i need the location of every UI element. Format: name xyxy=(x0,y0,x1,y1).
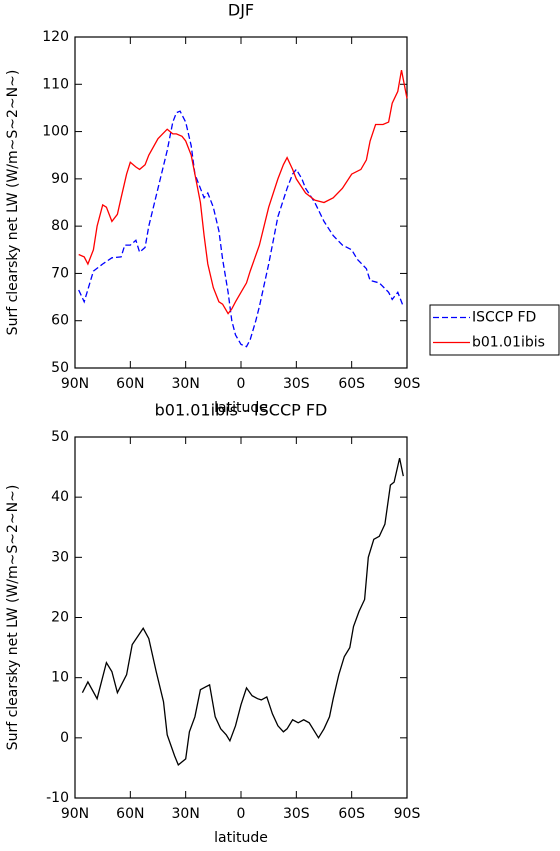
x-tick-label: 30N xyxy=(172,806,200,822)
y-axis-label: Surf clearsky net LW (W/m~S~2~N~) xyxy=(5,485,21,751)
y-tick-label: 30 xyxy=(51,549,69,565)
legend-box xyxy=(429,304,560,356)
x-tick-label: 30S xyxy=(283,806,310,822)
y-tick-label: 120 xyxy=(42,29,69,45)
y-axis-label: Surf clearsky net LW (W/m~S~2~N~) xyxy=(5,70,21,336)
y-tick-label: 90 xyxy=(51,171,69,187)
chart-title: DJF xyxy=(228,1,254,20)
x-tick-label: 60S xyxy=(338,806,365,822)
y-tick-label: 10 xyxy=(51,670,69,686)
series-line xyxy=(78,110,404,348)
legend-label: ISCCP FD xyxy=(472,310,536,326)
y-tick-label: 100 xyxy=(42,124,69,140)
x-tick-label: 60N xyxy=(116,806,144,822)
plot-frame xyxy=(74,36,408,369)
x-tick-label: 60S xyxy=(338,376,365,392)
x-tick-label: 30N xyxy=(172,376,200,392)
x-tick-label: 90N xyxy=(61,806,89,822)
legend-label: b01.01ibis xyxy=(472,335,545,351)
y-tick-label: 40 xyxy=(51,489,69,505)
x-tick-label: 0 xyxy=(237,806,246,822)
x-tick-label: 90S xyxy=(394,806,421,822)
y-tick-label: 110 xyxy=(42,76,69,92)
y-tick-label: -10 xyxy=(46,790,69,806)
x-axis-label: latitude xyxy=(214,830,268,846)
y-tick-label: 0 xyxy=(60,730,69,746)
plot-frame xyxy=(74,436,408,799)
x-tick-label: 60N xyxy=(116,376,144,392)
y-tick-label: 70 xyxy=(51,265,69,281)
y-tick-label: 50 xyxy=(51,429,69,445)
x-tick-label: 90N xyxy=(61,376,89,392)
x-tick-label: 0 xyxy=(237,376,246,392)
y-tick-label: 20 xyxy=(51,610,69,626)
x-tick-label: 90S xyxy=(394,376,421,392)
y-tick-label: 50 xyxy=(51,360,69,376)
series-line xyxy=(81,457,404,766)
y-tick-label: 60 xyxy=(51,313,69,329)
x-axis-label: latitude xyxy=(214,400,268,416)
y-tick-label: 80 xyxy=(51,218,69,234)
series-line xyxy=(78,69,408,315)
x-tick-label: 30S xyxy=(283,376,310,392)
chart-title: b01.01ibis - ISCCP FD xyxy=(155,401,328,420)
